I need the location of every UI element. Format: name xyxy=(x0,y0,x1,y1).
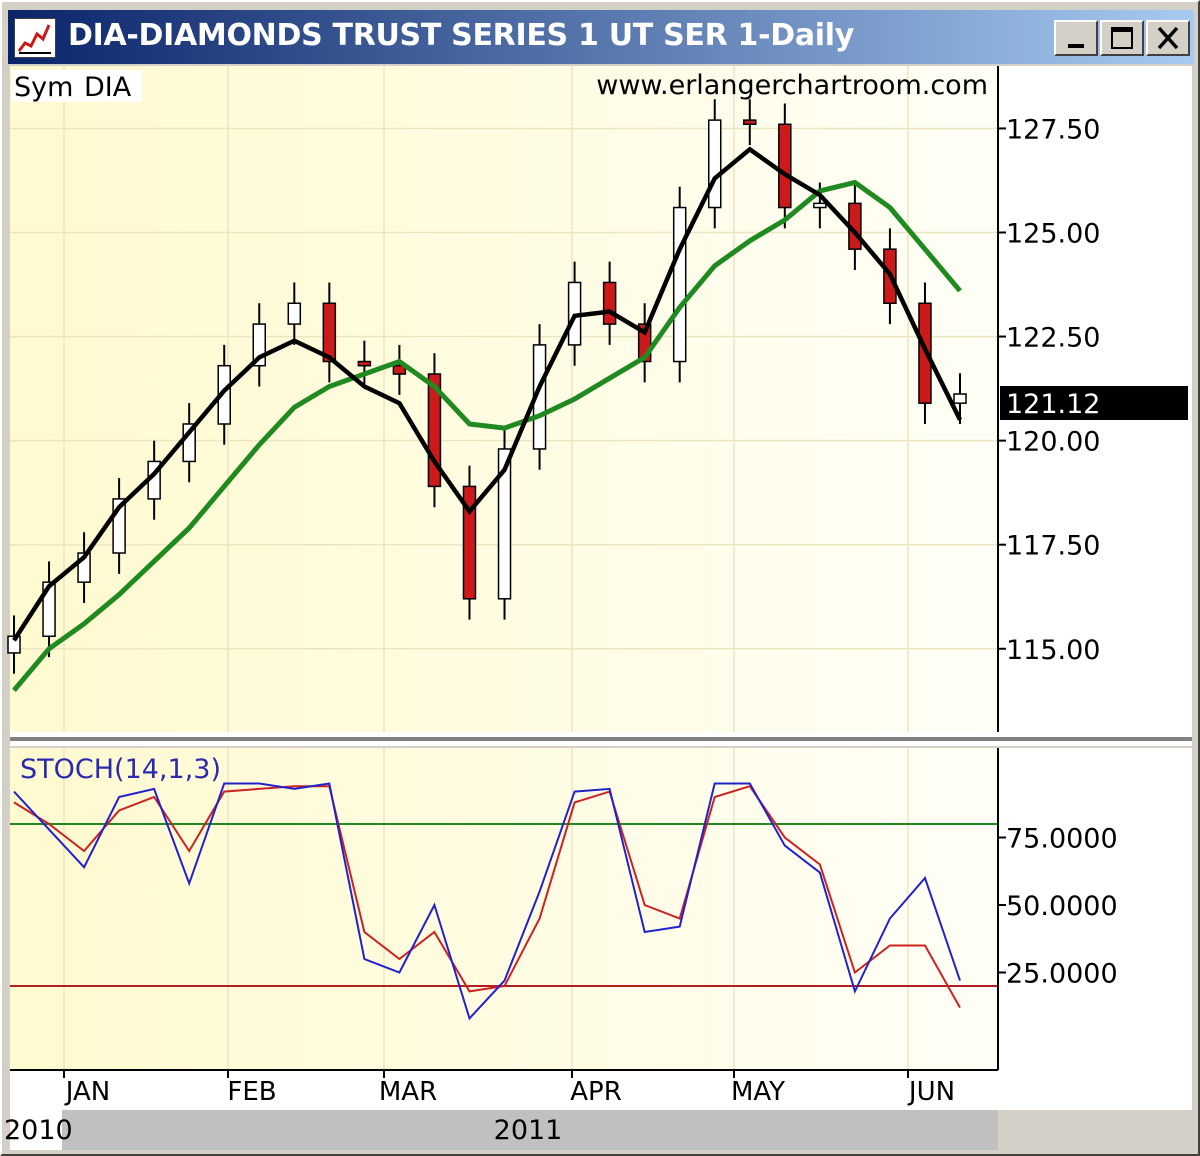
candle-down xyxy=(602,281,617,325)
candle-down xyxy=(462,485,477,600)
stoch-tick-label: 25.0000 xyxy=(1006,959,1118,990)
stoch-tick-label: 50.0000 xyxy=(1006,891,1118,922)
price-tick-label: 127.50 xyxy=(1006,114,1100,145)
month-label: APR xyxy=(570,1077,622,1107)
stoch-panel xyxy=(10,748,998,1070)
candle-up xyxy=(707,119,722,209)
candle-up xyxy=(287,302,302,325)
chart-app-icon xyxy=(14,18,56,58)
candle-down xyxy=(322,302,337,363)
sma-short-line xyxy=(12,146,963,642)
stoch-tick-label: 75.0000 xyxy=(1006,824,1118,855)
stoch-d-line xyxy=(13,785,961,1009)
close-button[interactable] xyxy=(1146,20,1190,56)
month-labels: JAN FEB MAR APR MAY JUN xyxy=(63,1070,955,1107)
candle-down xyxy=(778,123,792,209)
symbol-label: Sym xyxy=(14,72,73,103)
month-label: JUN xyxy=(907,1077,955,1107)
price-tick-label: 120.00 xyxy=(1006,427,1100,458)
price-panel xyxy=(10,66,998,732)
minimize-icon xyxy=(1068,44,1084,48)
candle-up xyxy=(813,202,827,209)
website-watermark: www.erlangerchartroom.com xyxy=(596,70,988,101)
stoch-indicator-label: STOCH(14,1,3) xyxy=(20,754,221,785)
year-label: 2011 xyxy=(494,1115,563,1146)
prev-year-label: 2010 xyxy=(4,1115,73,1146)
minimize-button[interactable] xyxy=(1054,20,1098,56)
symbol-box xyxy=(12,70,142,102)
price-tick-label: 117.50 xyxy=(1006,531,1100,562)
stoch-y-ticks: 75.0000 50.0000 25.0000 xyxy=(998,824,1118,990)
maximize-button[interactable] xyxy=(1100,20,1144,56)
price-y-ticks: 127.50 125.00 122.50 120.00 117.50 115.00 xyxy=(998,114,1100,666)
candle-down xyxy=(392,364,407,375)
price-tick-label: 125.00 xyxy=(1006,219,1100,250)
candle-up xyxy=(497,448,512,600)
month-label: MAR xyxy=(379,1077,437,1107)
time-axis xyxy=(10,1070,1192,1110)
price-tick-label: 122.50 xyxy=(1006,323,1100,354)
year-scrollbar[interactable] xyxy=(10,1110,998,1150)
candle-down xyxy=(357,360,372,367)
month-label: FEB xyxy=(227,1077,276,1107)
candle-up xyxy=(42,581,56,638)
stoch-axis xyxy=(998,748,1192,1070)
last-price-label: 121.12 xyxy=(1006,389,1100,420)
close-icon xyxy=(1157,26,1179,50)
last-price-box xyxy=(1000,386,1188,420)
window-title: DIA-DIAMONDS TRUST SERIES 1 UT SER 1-Dai… xyxy=(68,18,855,53)
month-label: JAN xyxy=(64,1077,110,1107)
maximize-icon xyxy=(1111,27,1133,49)
title-bar[interactable]: DIA-DIAMONDS TRUST SERIES 1 UT SER 1-Dai… xyxy=(8,10,1194,64)
prev-year-cell xyxy=(10,1110,62,1150)
price-tick-label: 115.00 xyxy=(1006,635,1100,666)
sma-long-line xyxy=(12,179,962,693)
candle-up xyxy=(672,206,687,363)
stoch-k-line xyxy=(13,782,961,1021)
candle-up xyxy=(953,393,967,404)
symbol-value: DIA xyxy=(84,72,132,103)
candle-down xyxy=(743,119,757,126)
month-label: MAY xyxy=(731,1077,785,1107)
